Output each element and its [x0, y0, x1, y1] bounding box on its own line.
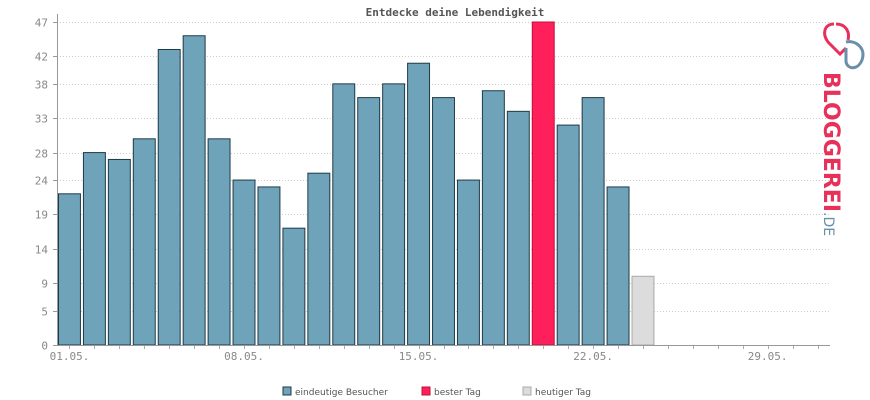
x-tick-label: 22.05. [573, 350, 613, 363]
x-tick-label: 29.05. [748, 350, 788, 363]
x-tick-label: 15.05. [399, 350, 439, 363]
bar-visitors [232, 179, 256, 346]
bar-visitors [257, 186, 281, 346]
bar-visitors [332, 83, 356, 346]
x-tick-label: 08.05. [224, 350, 264, 363]
bars [58, 21, 655, 346]
bar-visitors [182, 35, 206, 346]
axes [57, 14, 830, 346]
bloggerei-logo: BLOGGEREI.DE [818, 22, 865, 236]
bar-visitors [407, 62, 431, 346]
y-tick-label: 24 [35, 175, 49, 188]
legend-swatch-visitors [282, 386, 292, 396]
bar-today [631, 275, 655, 346]
bar-visitors [282, 227, 306, 346]
bar-visitors [307, 172, 331, 346]
legend: eindeutige Besucher bester Tag heutiger Ta… [282, 386, 591, 398]
y-tick-label: 14 [35, 244, 49, 257]
bar-visitors [606, 186, 630, 346]
y-tick-label: 5 [41, 306, 48, 319]
y-tick-label: 33 [35, 113, 48, 126]
bar-visitors [207, 138, 231, 346]
bar-visitors [581, 97, 605, 346]
bar-visitors [357, 97, 381, 346]
bar-visitors [157, 48, 181, 346]
bar-visitors [382, 83, 406, 346]
bar-visitors [82, 152, 106, 346]
y-tick-label: 38 [35, 79, 48, 92]
bar-visitors [107, 158, 131, 346]
legend-swatch-today [522, 386, 532, 396]
bar-visitors [481, 90, 505, 346]
bar-visitors [506, 110, 530, 346]
y-tick-label: 28 [35, 148, 48, 161]
y-tick-label: 42 [35, 51, 48, 64]
x-tick-label: 01.05. [50, 350, 90, 363]
legend-label-today: heutiger Tag [535, 388, 591, 398]
bar-visitors [132, 138, 156, 346]
chart-title: Entdecke deine Lebendigkeit [366, 6, 545, 19]
bar-visitors [556, 124, 580, 346]
bar-visitors [58, 193, 81, 346]
y-tick-label: 0 [41, 340, 48, 353]
legend-swatch-best [421, 386, 431, 396]
bar-best [531, 21, 555, 346]
bar-visitors [456, 179, 480, 346]
legend-label-best: bester Tag [434, 388, 481, 398]
logo-heart-icon [823, 22, 865, 70]
y-axis-ticks: 0 5 9 14 19 24 28 33 38 42 47 [35, 17, 57, 353]
y-tick-label: 47 [35, 17, 48, 30]
y-tick-label: 19 [35, 209, 48, 222]
bar-visitors [432, 97, 455, 346]
x-axis-ticks: 01.05. 08.05. 15.05. 22.05. 29.05. [50, 345, 819, 363]
logo-text: BLOGGEREI.DE [818, 72, 843, 236]
legend-label-visitors: eindeutige Besucher [295, 388, 388, 398]
y-tick-label: 9 [41, 278, 48, 291]
